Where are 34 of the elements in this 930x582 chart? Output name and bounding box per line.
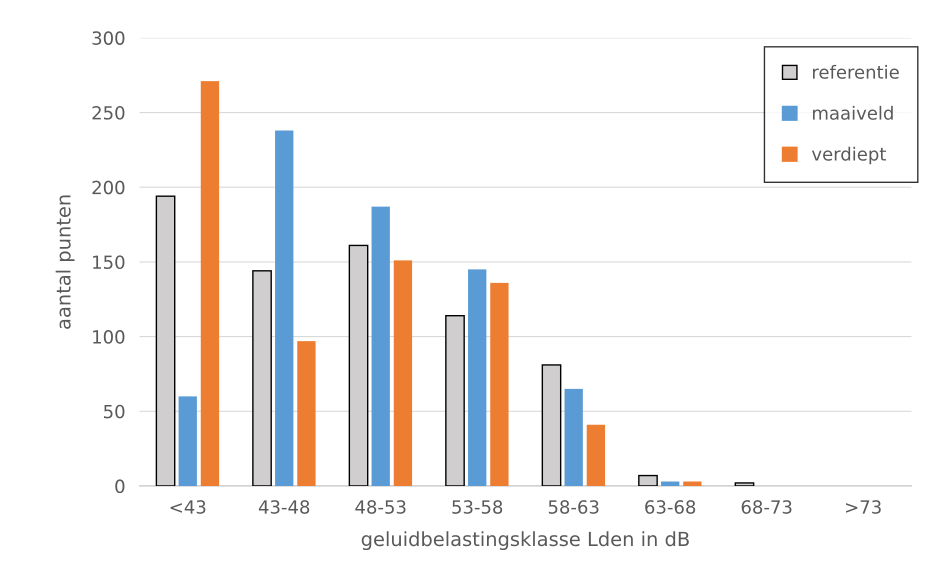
x-tick-label: 63-68 [645, 500, 696, 514]
x-tick-label: 58-63 [548, 500, 598, 514]
x-tick-label: 53-58 [452, 500, 502, 514]
x-tick-label: 43-48 [258, 500, 310, 514]
bar [178, 396, 197, 486]
y-tick-label: 150 [93, 255, 124, 270]
x-tick-label: >73 [846, 500, 881, 514]
bar [394, 260, 412, 486]
y-tick-label: 250 [92, 106, 124, 120]
bar [661, 481, 680, 486]
bar [297, 341, 316, 486]
bar [490, 282, 509, 486]
bar [638, 474, 658, 486]
bar [200, 81, 220, 486]
legend-label: referentie [813, 64, 899, 79]
y-axis-title: aantal punten [56, 195, 74, 329]
x-tick-label: 68-73 [742, 500, 792, 514]
y-tick-label: 50 [104, 404, 124, 418]
legend-label: maaiveld [813, 106, 893, 120]
y-tick-label: 200 [92, 180, 124, 194]
bar [586, 424, 606, 486]
y-tick-label: 300 [92, 31, 124, 45]
bar [564, 388, 583, 486]
bar [683, 481, 702, 486]
bar [468, 269, 486, 486]
x-tick-label: 48-53 [355, 500, 406, 514]
bar [372, 206, 390, 486]
legend-label: verdiept [812, 146, 886, 164]
y-tick-label: 100 [93, 330, 124, 344]
bar [275, 130, 294, 486]
y-tick-label: 0 [115, 479, 124, 494]
x-axis-title: geluidbelastingsklasse Lden in dB [362, 531, 689, 550]
x-tick-label: <43 [170, 500, 206, 514]
bar [734, 482, 754, 486]
